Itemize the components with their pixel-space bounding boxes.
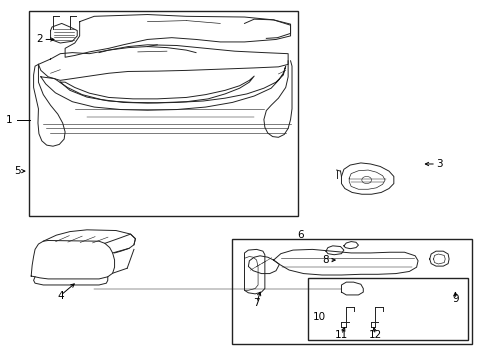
Bar (29, 11, 297, 216)
Bar (307, 278, 467, 340)
Text: 6: 6 (296, 230, 303, 240)
Text: 10: 10 (312, 312, 325, 322)
Text: 12: 12 (368, 330, 381, 340)
Text: 7: 7 (253, 298, 260, 308)
Text: 9: 9 (451, 294, 458, 304)
Text: 11: 11 (334, 330, 347, 340)
Text: 1: 1 (6, 114, 13, 125)
Bar (232, 239, 471, 344)
Text: 2: 2 (37, 35, 43, 44)
Text: 8: 8 (322, 255, 329, 265)
Text: 4: 4 (57, 291, 63, 301)
Text: 5: 5 (14, 166, 20, 176)
Text: 3: 3 (435, 159, 442, 169)
